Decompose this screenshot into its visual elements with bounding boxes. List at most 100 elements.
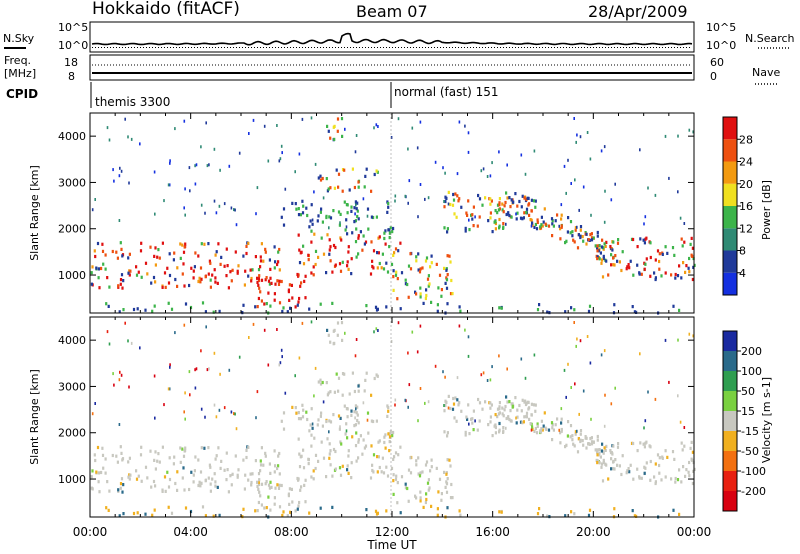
velocity-cell <box>215 415 218 419</box>
velocity-colorbar-swatch <box>723 411 737 431</box>
power-cell <box>257 283 260 287</box>
power-cell <box>424 296 427 301</box>
power-cell <box>227 286 230 290</box>
velocity-cell <box>211 477 214 481</box>
velocity-cell <box>654 462 657 466</box>
power-cell <box>167 183 170 187</box>
velocity-cell <box>551 426 554 430</box>
velocity-cell <box>508 400 511 404</box>
velocity-cell <box>111 453 114 458</box>
freq-unit-label: [MHz] <box>4 67 36 80</box>
velocity-cell <box>378 439 381 443</box>
velocity-cell <box>419 324 422 328</box>
velocity-cell <box>388 440 391 444</box>
velocity-cell <box>274 464 277 468</box>
power-cell <box>301 117 304 121</box>
power-cell <box>506 163 508 167</box>
velocity-cell <box>136 511 139 515</box>
velocity-cell <box>640 476 643 480</box>
velocity-cell <box>258 482 261 487</box>
velocity-cell <box>297 437 300 441</box>
velocity-cell <box>392 473 395 477</box>
power-cell <box>511 200 514 204</box>
power-cell <box>427 196 430 200</box>
velocity-cell <box>643 471 646 475</box>
velocity-cell <box>254 509 257 513</box>
power-cell <box>264 250 267 254</box>
velocity-cell <box>376 374 379 378</box>
velocity-cell <box>525 411 529 415</box>
power-cell <box>526 196 529 200</box>
power-cell <box>576 246 580 250</box>
power-cell <box>567 216 570 220</box>
power-cell <box>377 236 380 240</box>
power-cell <box>448 254 451 258</box>
power-cell <box>233 208 235 212</box>
power-cell <box>541 224 544 228</box>
velocity-cell <box>551 438 554 442</box>
power-cell <box>305 206 308 210</box>
velocity-cell <box>573 512 576 516</box>
power-cell <box>214 280 217 284</box>
power-cell <box>135 265 138 269</box>
power-cell <box>620 268 623 273</box>
power-cell <box>666 251 669 255</box>
power-cell <box>347 267 350 271</box>
velocity-cell <box>678 512 681 516</box>
power-cell <box>394 247 398 251</box>
power-cell <box>176 284 179 288</box>
velocity-cell <box>425 460 429 464</box>
power-cell <box>497 208 500 212</box>
power-cell <box>523 196 526 200</box>
velocity-colorbar-tick: -15 <box>741 425 759 438</box>
power-cell <box>598 244 601 248</box>
power-cell <box>213 147 216 151</box>
power-cell <box>392 269 395 273</box>
velocity-cell <box>279 361 282 365</box>
velocity-cell <box>505 416 508 421</box>
velocity-cell <box>234 412 236 416</box>
power-cell <box>385 305 388 309</box>
power-cell <box>456 194 459 198</box>
velocity-cell <box>328 452 331 456</box>
power-cell <box>525 210 528 215</box>
power-cell <box>127 256 130 260</box>
power-cell <box>265 302 268 306</box>
power-cell <box>146 272 149 276</box>
velocity-cell <box>453 416 456 420</box>
power-cell <box>427 274 430 278</box>
velocity-cell <box>450 482 453 487</box>
velocity-cell <box>438 477 442 481</box>
velocity-cell <box>521 421 524 425</box>
velocity-cell <box>282 510 285 514</box>
velocity-cell <box>688 332 691 336</box>
power-cell <box>345 218 348 222</box>
power-cell <box>144 308 147 312</box>
velocity-cell <box>693 467 696 471</box>
power-cell <box>317 255 320 259</box>
velocity-cell <box>107 508 110 512</box>
beam-label: Beam 07 <box>356 2 428 21</box>
power-cell <box>258 274 261 278</box>
power-cell <box>579 225 583 229</box>
velocity-cell <box>369 476 373 480</box>
power-cell <box>355 134 358 137</box>
power-cell <box>357 185 360 189</box>
power-cell <box>309 219 312 223</box>
velocity-cell <box>277 464 280 468</box>
power-cell <box>464 226 467 230</box>
power-cell <box>247 274 250 278</box>
noise-tick-top-left: 10^5 <box>58 21 88 34</box>
velocity-cell <box>209 482 212 486</box>
velocity-cell <box>536 512 540 516</box>
velocity-cell <box>524 376 527 380</box>
power-cell <box>341 260 344 264</box>
power-cell <box>167 301 170 305</box>
velocity-cell <box>516 415 519 419</box>
power-cell <box>596 255 599 259</box>
power-cell <box>244 269 247 273</box>
velocity-cell <box>516 408 519 412</box>
velocity-cell <box>94 458 97 463</box>
velocity-cell <box>538 507 541 511</box>
power-cell <box>435 262 438 266</box>
